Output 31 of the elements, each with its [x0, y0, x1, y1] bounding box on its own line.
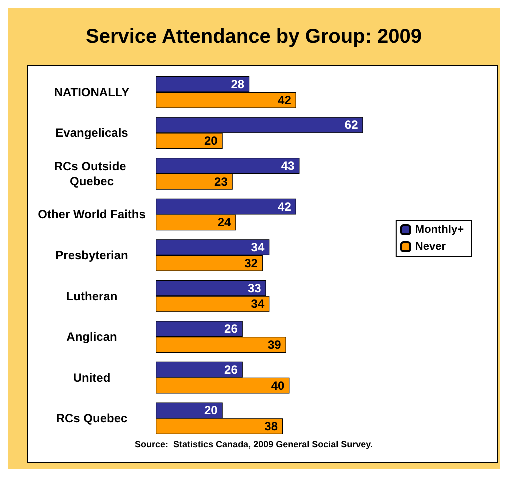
- data-label: 34: [251, 240, 265, 255]
- data-label: 20: [204, 404, 218, 418]
- data-label: 26: [224, 362, 238, 377]
- y-tick-label: Other World Faiths: [38, 208, 146, 222]
- y-tick-label: RCs Outside Quebec: [54, 159, 130, 188]
- y-tick-label: United: [73, 370, 111, 385]
- y-tick-label: RCs Quebec: [56, 412, 128, 426]
- y-tick-label: Evangelicals: [56, 126, 129, 140]
- data-label: 23: [214, 174, 228, 189]
- data-label: 42: [278, 200, 292, 214]
- y-tick-label: Lutheran: [66, 289, 118, 304]
- data-label: 20: [204, 134, 218, 148]
- y-tick-label: Presbyterian: [56, 248, 128, 262]
- data-label: 26: [224, 322, 238, 336]
- data-label: 34: [251, 297, 265, 312]
- chart-title: Service Attendance by Group: 2009: [86, 26, 422, 48]
- data-label: 24: [218, 216, 232, 230]
- data-label: 39: [268, 338, 282, 352]
- data-label: 28: [231, 77, 245, 92]
- legend-label: Monthly+: [415, 224, 464, 236]
- data-label: 43: [281, 158, 296, 173]
- data-label: 42: [278, 93, 292, 108]
- legend-label: Never: [415, 241, 447, 253]
- data-label: 32: [244, 256, 258, 270]
- data-label: 62: [344, 118, 359, 132]
- y-tick-label: NATIONALLY: [54, 85, 130, 100]
- data-label: 38: [264, 420, 278, 434]
- data-label: 33: [248, 281, 262, 296]
- source-note: Source: Statistics Canada, 2009 General Social Survey.: [135, 440, 373, 450]
- y-tick-label: Anglican: [66, 330, 118, 344]
- data-label: 40: [271, 378, 286, 393]
